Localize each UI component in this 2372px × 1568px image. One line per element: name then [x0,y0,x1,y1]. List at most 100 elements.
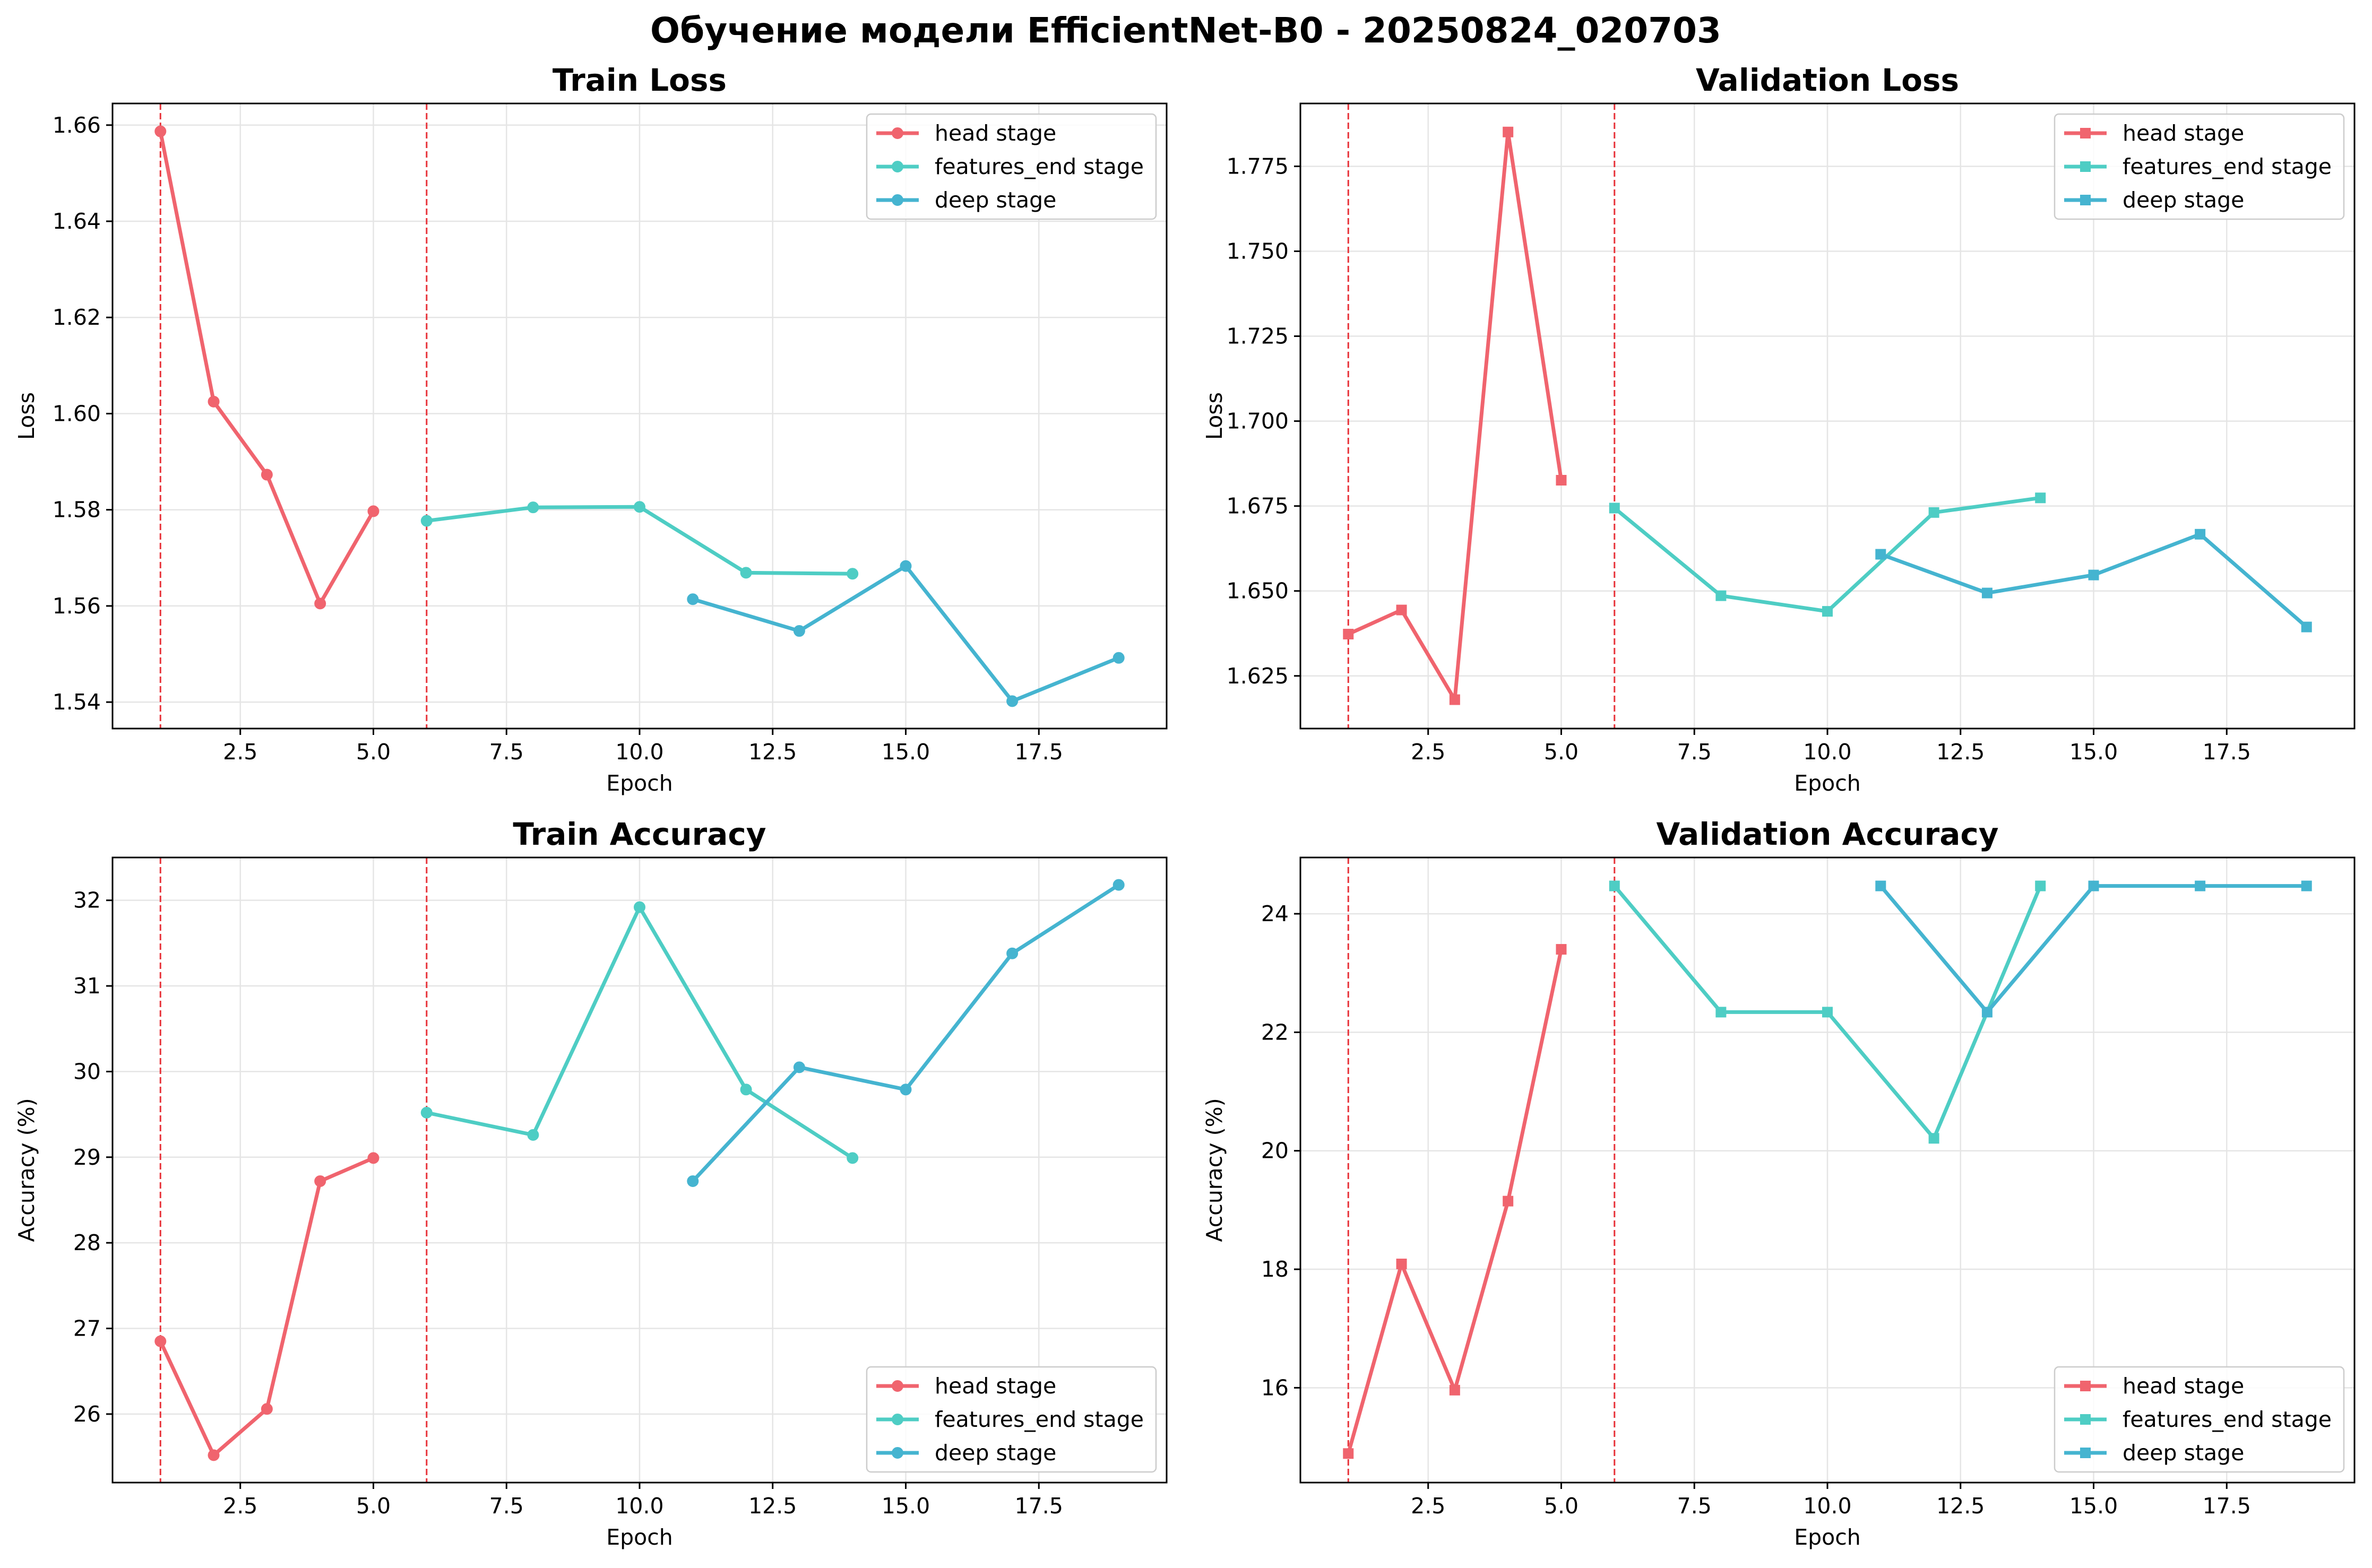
legend-item: head stage [2064,1373,2244,1399]
y-tick-label: 27 [73,1316,101,1341]
series-head [154,1152,379,1461]
data-point [1343,629,1354,640]
x-tick-label: 5.0 [356,739,391,765]
legend-box [2054,1366,2345,1473]
data-point [1006,695,1019,707]
data-point [1006,947,1019,959]
legend-box [866,113,1157,220]
legend: head stage features_end stage deep stage [866,1366,1157,1473]
subplots-grid: 2.5 5.0 7.5 10.0 12.5 15.0 17.5 1.54 1.56 1.58 1.6… [14,62,2356,1550]
legend-item: head stage [876,120,1056,146]
y-tick-label: 1.750 [1227,238,1289,264]
x-tick-label: 10.0 [1803,739,1851,765]
legend-item: deep stage [876,187,1056,213]
data-point [1981,587,1993,599]
data-point [793,625,805,637]
legend-item: deep stage [2064,1440,2244,1466]
x-axis-label: Epoch [606,770,673,796]
data-point [1503,126,1514,137]
subplot-title: Train Loss [553,62,727,98]
data-point [1503,1196,1514,1207]
y-tick-label: 1.700 [1227,409,1289,434]
legend-swatch-marker [892,194,903,206]
y-tick-label: 1.650 [1227,578,1289,604]
legend-label: features_end stage [2123,154,2332,179]
data-point [527,1129,539,1141]
data-point [634,501,645,513]
data-point [687,1175,699,1187]
series-deep [1875,529,2312,633]
series-head [1343,126,1567,705]
series-features-end [1609,492,2046,617]
data-point [1715,1007,1727,1018]
legend: head stage features_end stage deep stage [2054,113,2345,220]
data-point [1928,507,1939,518]
legend-label: features_end stage [935,154,1144,179]
legend-label: deep stage [935,1440,1056,1466]
legend-swatch-marker [2080,1448,2091,1458]
x-tick-label: 5.0 [1544,739,1579,765]
y-tick-label: 1.56 [53,593,101,619]
series-features-end [420,901,859,1164]
legend-item: features_end stage [2064,1407,2332,1432]
legend: head stage features_end stage deep stage [2054,1366,2345,1473]
y-tick-label: 1.60 [53,401,101,426]
data-point [1556,475,1567,486]
x-tick-label: 10.0 [615,739,663,765]
series-deep [1875,880,2312,1018]
legend-label: deep stage [2123,1440,2244,1466]
y-tick-label: 1.64 [53,209,101,234]
data-point [1112,879,1125,891]
data-point [420,515,433,527]
legend-swatch-marker [2080,1414,2091,1425]
legend-swatch-marker [892,1447,903,1459]
data-point [1822,1007,1833,1018]
legend-item: head stage [2064,120,2244,146]
legend-swatch-marker [2080,128,2091,138]
data-point [314,597,326,610]
x-tick-label: 12.5 [748,1493,797,1519]
data-point [1715,590,1727,601]
y-tick-label: 1.58 [53,497,101,523]
subplot-title: Validation Accuracy [1656,816,1998,852]
data-point [1609,880,1620,891]
legend-item: head stage [876,1373,1056,1399]
x-tick-label: 17.5 [2203,739,2251,765]
data-point [847,1152,859,1164]
x-tick-label: 2.5 [223,739,257,765]
data-point [420,1106,433,1119]
data-point [208,395,220,408]
legend-item: deep stage [2064,187,2244,213]
y-axis-label: Loss [14,392,39,440]
data-point [1928,1133,1939,1144]
data-point [1556,944,1567,955]
data-point [1396,1258,1407,1269]
y-tick-label: 24 [1261,901,1289,926]
data-point [793,1061,805,1073]
data-point [1343,1448,1354,1459]
y-tick-label: 29 [73,1145,101,1170]
data-point [740,1084,752,1096]
subplot-val-acc: 2.5 5.0 7.5 10.0 12.5 15.0 17.5 16 18 20 22 24 Valid… [1202,816,2356,1550]
data-point [527,501,539,514]
legend-label: deep stage [935,187,1056,213]
x-tick-label: 10.0 [1803,1493,1851,1519]
data-point [2301,880,2312,891]
y-tick-label: 31 [73,973,101,999]
x-tick-label: 12.5 [748,739,797,765]
data-point [208,1449,220,1461]
legend-item: features_end stage [876,154,1144,179]
y-tick-label: 18 [1261,1257,1289,1282]
legend-swatch-marker [892,127,903,139]
x-tick-label: 17.5 [1015,1493,1063,1519]
y-tick-label: 1.725 [1227,324,1289,349]
data-point [1112,652,1125,664]
x-tick-label: 7.5 [489,1493,524,1519]
x-tick-label: 2.5 [223,1493,257,1519]
x-axis-label: Epoch [1794,1524,1861,1550]
legend-label: head stage [2123,120,2244,146]
legend-swatch-marker [2080,195,2091,205]
x-tick-label: 2.5 [1411,1493,1445,1519]
x-tick-label: 5.0 [356,1493,391,1519]
y-tick-label: 1.62 [53,305,101,330]
